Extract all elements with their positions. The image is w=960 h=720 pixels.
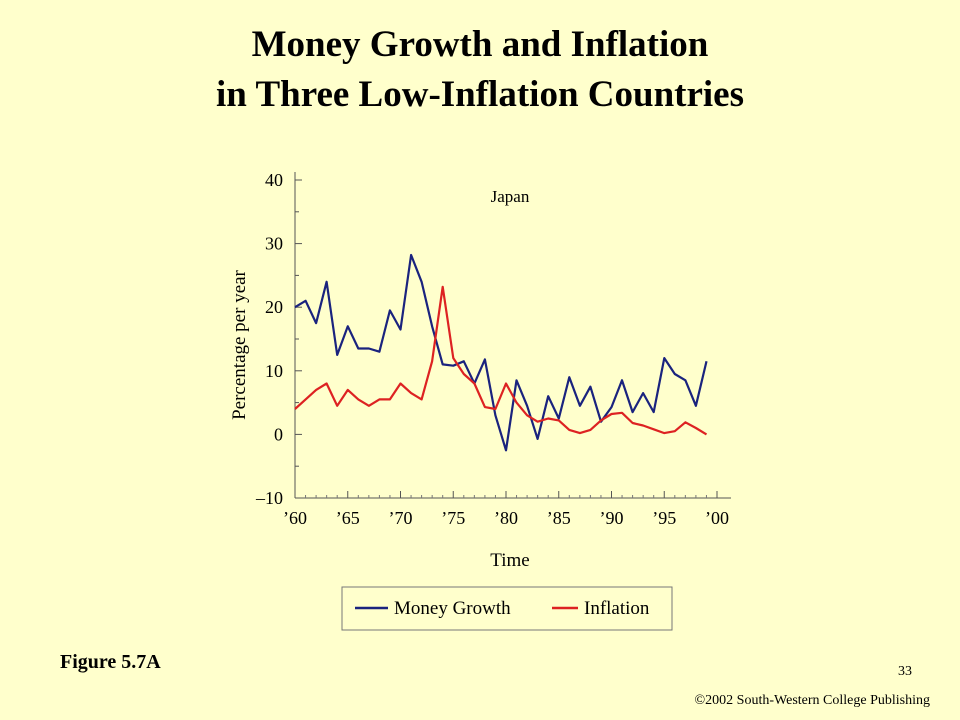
chart-legend: Money Growth Inflation [341, 586, 673, 631]
slide-title: Money Growth and Inflation in Three Low-… [0, 20, 960, 120]
legend-box [341, 586, 673, 631]
y-tick-label: 40 [265, 170, 283, 190]
slide-title-line-1: Money Growth and Inflation [251, 24, 709, 65]
x-tick-label: ’00 [705, 508, 729, 528]
figure-label: Figure 5.7A [60, 651, 161, 673]
x-axis-label: Time [490, 550, 529, 571]
x-tick-label: ’85 [547, 508, 571, 528]
legend-label: Money Growth [394, 598, 511, 619]
series-line-inflation [294, 285, 708, 436]
series-line-money-growth [294, 253, 708, 452]
y-tick-label: 20 [265, 297, 283, 317]
x-tick-label: ’80 [494, 508, 518, 528]
y-tick-label: 0 [274, 424, 283, 444]
slide-title-line-2: in Three Low-Inflation Countries [216, 74, 744, 115]
y-tick-label: –10 [255, 488, 283, 508]
legend-label: Inflation [584, 598, 650, 619]
y-tick-label: 30 [265, 234, 283, 254]
chart-axes: –10 0 10 20 30 40 ’60 ’65 ’70 ’75 ’80 ’85 ’90 ’95 ’00 [255, 170, 731, 528]
x-tick-label: ’95 [652, 508, 676, 528]
x-tick-label: ’70 [389, 508, 413, 528]
chart-title: Japan [491, 187, 530, 206]
copyright-notice: ©2002 South-Western College Publishing [694, 693, 930, 708]
page-number: 33 [898, 664, 912, 679]
x-tick-label: ’65 [336, 508, 360, 528]
y-tick-label: 10 [265, 361, 283, 381]
y-axis-label: Percentage per year [229, 269, 250, 419]
x-tick-label: ’90 [600, 508, 624, 528]
x-tick-label: ’75 [441, 508, 465, 528]
chart-series [294, 253, 708, 452]
x-tick-label: ’60 [283, 508, 307, 528]
